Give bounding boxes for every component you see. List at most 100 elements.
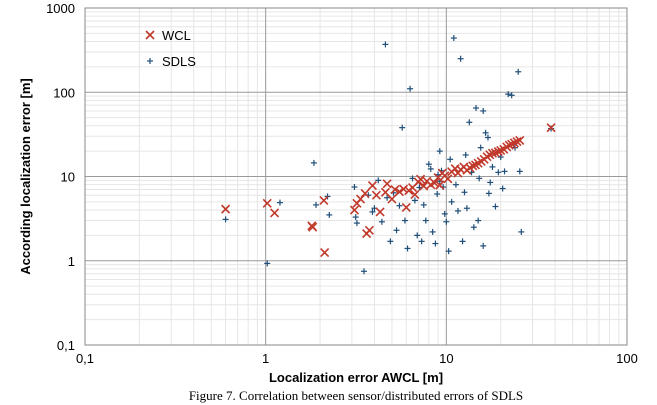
sdls-point bbox=[222, 216, 229, 223]
sdls-point bbox=[352, 214, 359, 221]
legend: WCL SDLS bbox=[145, 28, 196, 69]
legend-marker-wcl bbox=[145, 30, 155, 40]
sdls-point bbox=[401, 217, 408, 224]
wcl-point bbox=[360, 188, 370, 198]
sdls-point bbox=[418, 238, 425, 245]
sdls-point bbox=[384, 194, 391, 201]
sdls-point bbox=[495, 169, 502, 176]
wcl-point bbox=[507, 139, 517, 149]
wcl-series bbox=[221, 123, 556, 258]
series-layer bbox=[221, 35, 556, 275]
wcl-point bbox=[394, 187, 404, 197]
wcl-point bbox=[367, 181, 378, 191]
wcl-point bbox=[320, 248, 330, 258]
wcl-point bbox=[419, 181, 429, 191]
sdls-point bbox=[441, 210, 448, 217]
x-tick-label: 100 bbox=[616, 351, 638, 366]
sdls-point bbox=[382, 41, 389, 48]
sdls-point bbox=[489, 163, 496, 170]
wcl-point bbox=[371, 190, 381, 200]
wcl-point bbox=[410, 190, 420, 200]
sdls-point bbox=[399, 124, 406, 131]
sdls-point bbox=[516, 168, 523, 175]
sdls-point bbox=[480, 242, 487, 249]
sdls-point bbox=[480, 107, 487, 114]
sdls-point bbox=[470, 224, 477, 231]
wcl-point bbox=[221, 204, 231, 214]
sdls-point bbox=[457, 55, 464, 62]
sdls-point bbox=[420, 201, 427, 208]
y-tick-label: 100 bbox=[53, 85, 75, 100]
wcl-point bbox=[504, 140, 514, 150]
sdls-point bbox=[485, 190, 492, 197]
sdls-point bbox=[461, 189, 468, 196]
tick-labels: 0,1 1 10 100 0,1 1 10 100 1000 bbox=[46, 1, 638, 366]
sdls-point bbox=[378, 218, 385, 225]
wcl-point bbox=[435, 180, 445, 190]
sdls-point bbox=[310, 159, 317, 166]
sdls-point bbox=[484, 134, 491, 141]
sdls-point bbox=[445, 248, 452, 255]
sdls-point bbox=[477, 144, 484, 151]
wcl-point bbox=[496, 145, 506, 155]
wcl-point bbox=[319, 195, 329, 205]
sdls-point bbox=[404, 245, 411, 252]
sdls-point bbox=[276, 199, 283, 206]
sdls-point bbox=[487, 179, 494, 186]
sdls-point bbox=[448, 198, 455, 205]
sdls-point bbox=[422, 217, 429, 224]
wcl-point bbox=[390, 184, 400, 195]
wcl-point bbox=[468, 161, 478, 171]
sdls-point bbox=[264, 260, 271, 267]
x-tick-label: 1 bbox=[262, 351, 269, 366]
y-tick-label: 10 bbox=[61, 170, 75, 185]
sdls-point bbox=[425, 161, 432, 168]
wcl-point bbox=[429, 178, 440, 188]
sdls-point bbox=[473, 105, 480, 112]
y-axis-title: According localization error [m] bbox=[18, 78, 33, 274]
wcl-point bbox=[515, 135, 525, 145]
legend-label-sdls: SDLS bbox=[162, 54, 196, 69]
sdls-point bbox=[459, 238, 466, 245]
sdls-point bbox=[499, 185, 506, 192]
sdls-point bbox=[447, 156, 454, 163]
x-tick-label: 0,1 bbox=[76, 351, 94, 366]
wcl-point bbox=[387, 194, 397, 204]
sdls-point bbox=[482, 129, 489, 136]
wcl-point bbox=[269, 208, 280, 218]
sdls-point bbox=[436, 148, 443, 155]
wcl-point bbox=[262, 198, 272, 208]
wcl-point bbox=[443, 174, 453, 184]
sdls-point bbox=[454, 207, 461, 214]
wcl-point bbox=[493, 146, 503, 157]
wcl-point bbox=[546, 123, 556, 133]
sdls-point bbox=[475, 217, 482, 224]
sdls-point bbox=[396, 202, 403, 209]
sdls-point bbox=[462, 151, 469, 158]
sdls-point bbox=[411, 197, 418, 204]
sdls-point bbox=[432, 240, 439, 247]
y-tick-label: 0,1 bbox=[57, 338, 75, 353]
sdls-point bbox=[429, 228, 436, 235]
x-axis-title: Localization error AWCL [m] bbox=[269, 370, 443, 385]
legend-marker-sdls bbox=[147, 58, 153, 64]
figure-caption: Figure 7. Correlation between sensor/dis… bbox=[189, 388, 523, 403]
sdls-point bbox=[501, 168, 508, 175]
sdls-point bbox=[393, 227, 400, 234]
sdls-point bbox=[434, 190, 441, 197]
sdls-point bbox=[463, 205, 470, 212]
wcl-point bbox=[364, 225, 374, 235]
sdls-point bbox=[450, 35, 457, 42]
sdls-point bbox=[375, 177, 382, 184]
wcl-point bbox=[382, 179, 392, 189]
sdls-point bbox=[466, 119, 473, 126]
sdls-point bbox=[427, 165, 434, 172]
sdls-point bbox=[369, 208, 376, 215]
wcl-point bbox=[349, 205, 360, 215]
sdls-point bbox=[326, 211, 333, 218]
sdls-point bbox=[313, 201, 320, 208]
y-tick-label: 1 bbox=[68, 254, 75, 269]
wcl-point bbox=[487, 148, 498, 158]
sdls-point bbox=[351, 184, 358, 191]
